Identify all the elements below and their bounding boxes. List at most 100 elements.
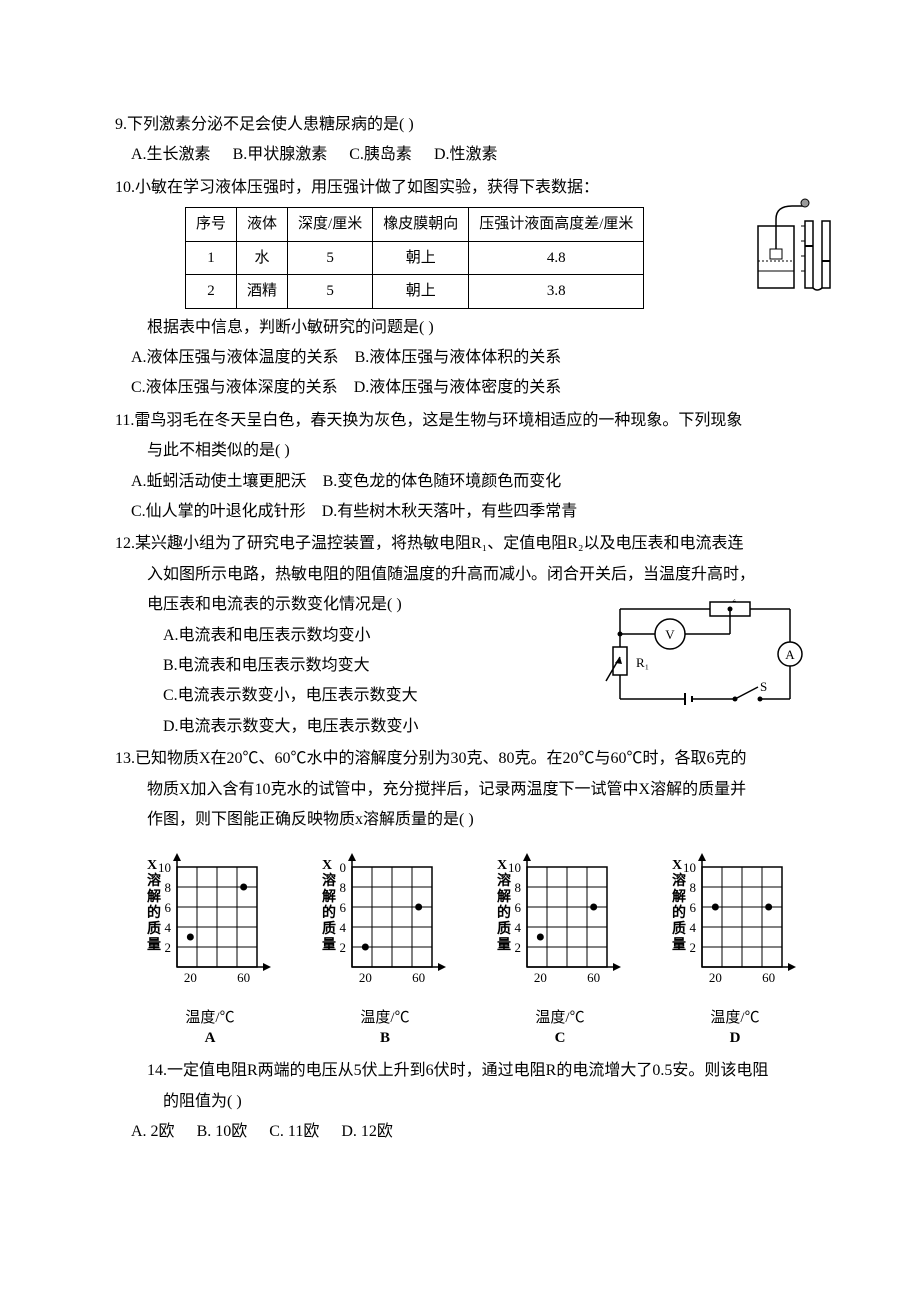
td: 朝上 — [373, 275, 469, 309]
q9-opt-d: D.性激素 — [434, 146, 498, 163]
svg-text:解: 解 — [497, 888, 511, 905]
question-11: 11.雷鸟羽毛在冬天呈白色，春天换为灰色，这是生物与环境相适应的一种现象。下列现… — [115, 406, 810, 528]
svg-text:60: 60 — [587, 970, 600, 985]
q9-opt-a: A.生长激素 — [131, 146, 211, 163]
svg-text:4: 4 — [690, 920, 697, 935]
svg-text:的: 的 — [497, 904, 511, 921]
svg-text:溶: 溶 — [147, 872, 161, 889]
svg-text:质: 质 — [497, 920, 511, 937]
svg-text:质: 质 — [672, 920, 686, 937]
td: 2 — [186, 275, 237, 309]
svg-text:8: 8 — [515, 880, 522, 895]
r1-label: R₁ — [636, 655, 649, 670]
svg-text:量: 量 — [497, 937, 511, 953]
svg-text:2: 2 — [165, 940, 172, 955]
svg-text:6: 6 — [165, 900, 172, 915]
q14-text1: 14.一定值电阻R两端的电压从5伏上升到6伏时，通过电阻R的电流增大了0.5安。… — [115, 1056, 810, 1086]
svg-text:X: X — [497, 858, 507, 873]
q11-opt-c: C.仙人掌的叶退化成针形 — [131, 503, 306, 520]
q11-options: A.蚯蚓活动使土壤更肥沃 B.变色龙的体色随环境颜色而变化 C.仙人掌的叶退化成… — [115, 467, 810, 528]
svg-text:2: 2 — [515, 940, 522, 955]
td: 1 — [186, 241, 237, 275]
svg-text:量: 量 — [322, 937, 336, 953]
q10-options: A.液体压强与液体温度的关系 B.液体压强与液体体积的关系 C.液体压强与液体深… — [115, 343, 810, 404]
svg-text:8: 8 — [340, 880, 347, 895]
q14-opt-c: C. 11欧 — [269, 1123, 319, 1140]
svg-text:4: 4 — [515, 920, 522, 935]
switch-label: S — [760, 679, 767, 694]
circuit-diagram-icon: R₂ R₁ A S V — [600, 599, 810, 730]
q10-text: 10.小敏在学习液体压强时，用压强计做了如图实验，获得下表数据： — [115, 173, 810, 203]
question-10: 10.小敏在学习液体压强时，用压强计做了如图实验，获得下表数据： 序号 液体 深… — [115, 173, 810, 404]
svg-text:4: 4 — [340, 920, 347, 935]
svg-text:10: 10 — [508, 860, 521, 875]
svg-text:质: 质 — [147, 920, 161, 937]
svg-text:60: 60 — [762, 970, 775, 985]
svg-text:60: 60 — [412, 970, 425, 985]
q10-opt-d: D.液体压强与液体密度的关系 — [354, 379, 562, 396]
q11-opt-b: B.变色龙的体色随环境颜色而变化 — [323, 473, 562, 490]
q14-options: A. 2欧 B. 10欧 C. 11欧 D. 12欧 — [115, 1117, 810, 1147]
svg-text:X: X — [322, 858, 332, 873]
chart-b: 246802060X溶解的质量温度/℃B — [310, 847, 460, 1048]
chart-a: 2468102060X溶解的质量温度/℃A — [135, 847, 285, 1048]
table-header-row: 序号 液体 深度/厘米 橡皮膜朝向 压强计液面高度差/厘米 — [186, 208, 644, 242]
chart-d: 2468102060X溶解的质量温度/℃D — [660, 847, 810, 1048]
q12-text2: 入如图所示电路，热敏电阻的阻值随温度的升高而减小。闭合开关后，当温度升高时， — [115, 560, 810, 590]
q10-opt-c: C.液体压强与液体深度的关系 — [131, 379, 338, 396]
svg-text:20: 20 — [184, 970, 197, 985]
td: 4.8 — [469, 241, 644, 275]
td: 5 — [288, 241, 373, 275]
r2-label: R₂ — [723, 599, 736, 602]
svg-text:量: 量 — [672, 937, 686, 953]
svg-text:0: 0 — [340, 860, 347, 875]
svg-text:8: 8 — [690, 880, 697, 895]
question-9: 9.下列激素分泌不足会使人患糖尿病的是( ) A.生长激素 B.甲状腺激素 C.… — [115, 110, 810, 171]
q12-text1: 12.某兴趣小组为了研究电子温控装置，将热敏电阻R₁、定值电阻R₂以及电压表和电… — [115, 529, 810, 559]
ammeter-label: A — [785, 647, 795, 662]
svg-text:X: X — [672, 858, 682, 873]
q11-text2: 与此不相类似的是( ) — [115, 436, 810, 466]
svg-text:溶: 溶 — [322, 872, 336, 889]
q9-text: 9.下列激素分泌不足会使人患糖尿病的是( ) — [115, 110, 810, 140]
question-13: 13.已知物质X在20℃、60℃水中的溶解度分别为30克、80克。在20℃与60… — [115, 744, 810, 1048]
question-14: 14.一定值电阻R两端的电压从5伏上升到6伏时，通过电阻R的电流增大了0.5安。… — [115, 1056, 810, 1147]
q13-charts: 2468102060X溶解的质量温度/℃A 246802060X溶解的质量温度/… — [135, 847, 810, 1048]
td: 酒精 — [237, 275, 288, 309]
svg-text:8: 8 — [165, 880, 172, 895]
svg-text:的: 的 — [147, 904, 161, 921]
q9-options: A.生长激素 B.甲状腺激素 C.胰岛素 D.性激素 — [115, 140, 810, 170]
svg-text:20: 20 — [534, 970, 547, 985]
svg-text:4: 4 — [165, 920, 172, 935]
td: 水 — [237, 241, 288, 275]
table-row: 1 水 5 朝上 4.8 — [186, 241, 644, 275]
svg-text:20: 20 — [359, 970, 372, 985]
svg-text:解: 解 — [147, 888, 161, 905]
question-12: 12.某兴趣小组为了研究电子温控装置，将热敏电阻R₁、定值电阻R₂以及电压表和电… — [115, 529, 810, 742]
svg-text:解: 解 — [672, 888, 686, 905]
q14-text2: 的阻值为( ) — [115, 1087, 810, 1117]
q11-opt-d: D.有些树木秋天落叶，有些四季常青 — [322, 503, 578, 520]
q10-opt-a: A.液体压强与液体温度的关系 — [131, 349, 339, 366]
q11-opt-a: A.蚯蚓活动使土壤更肥沃 — [131, 473, 307, 490]
svg-text:10: 10 — [158, 860, 171, 875]
svg-text:6: 6 — [340, 900, 347, 915]
svg-text:20: 20 — [709, 970, 722, 985]
svg-text:2: 2 — [340, 940, 347, 955]
q10-table: 序号 液体 深度/厘米 橡皮膜朝向 压强计液面高度差/厘米 1 水 5 朝上 4… — [185, 207, 644, 309]
q14-opt-d: D. 12欧 — [341, 1123, 393, 1140]
voltmeter-label: V — [665, 627, 675, 642]
pressure-gauge-icon — [750, 191, 840, 307]
svg-text:6: 6 — [515, 900, 522, 915]
svg-text:溶: 溶 — [497, 872, 511, 889]
table-row: 2 酒精 5 朝上 3.8 — [186, 275, 644, 309]
q10-after: 根据表中信息，判断小敏研究的问题是( ) — [115, 313, 810, 343]
svg-text:量: 量 — [147, 937, 161, 953]
svg-text:X: X — [147, 858, 157, 873]
th: 序号 — [186, 208, 237, 242]
svg-text:60: 60 — [237, 970, 250, 985]
q13-text3: 作图，则下图能正确反映物质x溶解质量的是( ) — [115, 805, 810, 835]
svg-text:的: 的 — [322, 904, 336, 921]
th: 深度/厘米 — [288, 208, 373, 242]
svg-text:解: 解 — [322, 888, 336, 905]
